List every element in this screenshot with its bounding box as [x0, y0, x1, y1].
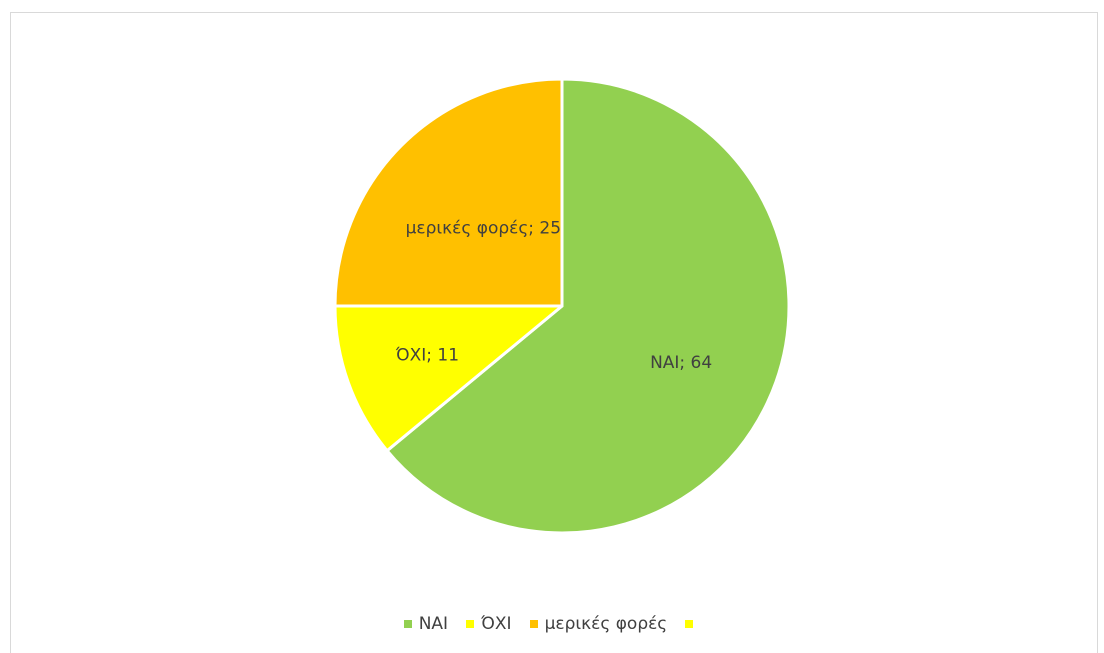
legend-label-2: ΌΧΙ	[481, 614, 512, 634]
legend-entry-1: ΝΑΙ	[403, 614, 449, 634]
legend-entry-2: ΌΧΙ	[466, 614, 512, 634]
legend-entry-4	[685, 620, 700, 628]
data-label-3: μερικές φορές; 25	[406, 218, 561, 238]
data-label-1: ΝΑΙ; 64	[650, 353, 712, 373]
legend-label-1: ΝΑΙ	[418, 614, 449, 634]
legend-swatch-4	[685, 620, 694, 628]
pie-slice-3	[333, 77, 564, 308]
legend-swatch-1	[403, 620, 412, 628]
pie-data-labels: ΝΑΙ; 64 ΌΧΙ; 11 μερικές φορές; 25	[395, 218, 712, 373]
data-label-2: ΌΧΙ; 11	[395, 345, 459, 365]
pie-slice-1	[385, 77, 791, 535]
legend-entry-3: μερικές φορές	[529, 614, 668, 634]
pie-slices	[333, 77, 791, 535]
legend-label-3: μερικές φορές	[544, 614, 668, 634]
pie-slice-2	[333, 304, 564, 453]
legend-swatch-3	[529, 620, 538, 628]
legend-swatch-2	[466, 620, 475, 628]
chart-legend: ΝΑΙ ΌΧΙ μερικές φορές	[0, 611, 1104, 637]
